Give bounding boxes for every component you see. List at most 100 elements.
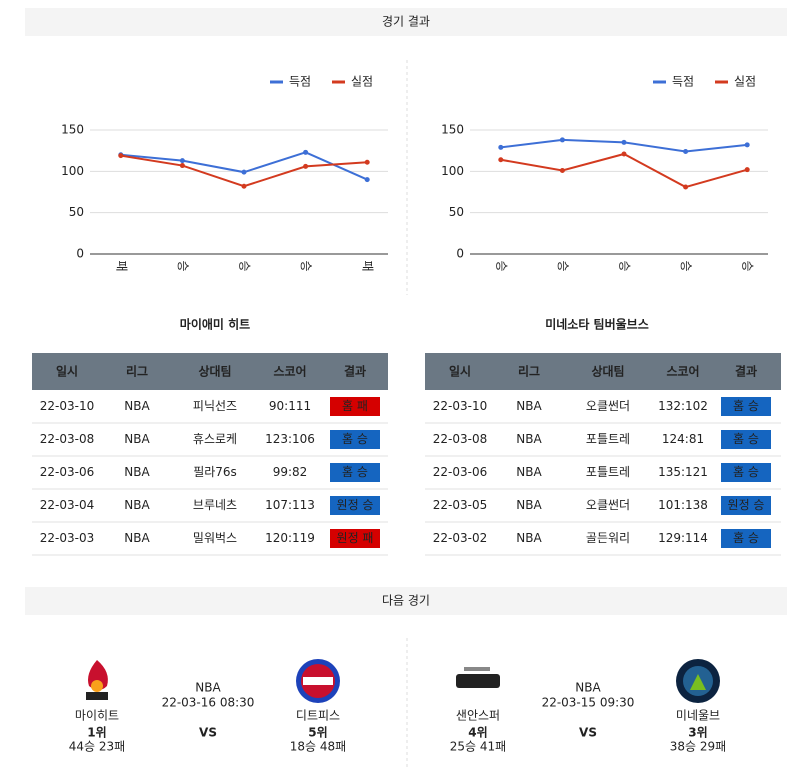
cell: NBA: [124, 498, 150, 512]
table-header: [425, 353, 781, 390]
cell: 22-03-03: [40, 531, 94, 545]
x-tick-label: 패: [361, 260, 375, 271]
x-tick-label: 승: [299, 260, 313, 271]
cell: 22-03-04: [40, 498, 94, 512]
result-text: 홈 승: [342, 432, 368, 446]
cell: 135:121: [658, 465, 708, 479]
header-cell: 결과: [735, 364, 757, 379]
cell: 브루네츠: [193, 498, 237, 512]
data-point: [179, 158, 185, 164]
header-cell: 스코어: [666, 364, 699, 379]
header-cell: 스코어: [273, 364, 306, 379]
team-short-name: 미네울브: [676, 709, 720, 723]
result-badge: [330, 463, 380, 482]
result-badge: [330, 397, 380, 416]
team-record: 44승 23패: [69, 740, 125, 754]
cell: 22-03-10: [40, 399, 94, 413]
result-text: 원정 패: [337, 531, 374, 545]
team-logo: [296, 659, 340, 703]
result-text: 홈 승: [733, 465, 759, 479]
y-tick-label: 100: [441, 164, 464, 178]
league: NBA: [575, 681, 601, 695]
cell: 22-03-10: [433, 399, 487, 413]
data-point: [559, 168, 565, 174]
x-tick-label: 패: [114, 260, 128, 271]
result-badge: [330, 496, 380, 515]
cell: 피닉선즈: [193, 399, 237, 413]
x-tick-label: 승: [238, 260, 252, 271]
result-text: 홈 승: [733, 432, 759, 446]
data-point: [498, 144, 504, 150]
result-badge: [721, 397, 771, 416]
team-record: 25승 41패: [450, 740, 506, 754]
team-short-name: 샌안스퍼: [456, 709, 500, 723]
cell: 107:113: [265, 498, 315, 512]
x-tick-label: 승: [556, 260, 570, 271]
header-cell: 결과: [344, 364, 366, 379]
team-rank: 5위: [308, 726, 327, 740]
x-tick-label: 승: [618, 260, 632, 271]
cell: 포틀트레: [586, 465, 630, 479]
team-rank: 4위: [468, 726, 487, 740]
team-logo: [86, 660, 108, 700]
cell: 124:81: [662, 432, 704, 446]
data-point: [744, 142, 750, 148]
section-title: 다음 경기: [382, 594, 430, 608]
x-tick-label: 승: [679, 260, 693, 271]
header-cell: 리그: [126, 364, 148, 379]
result-badge: [721, 430, 771, 449]
team-name: 마이애미 히트: [180, 317, 250, 332]
team-record: 38승 29패: [670, 740, 726, 754]
result-text: 원정 승: [728, 498, 765, 512]
datetime: 22-03-15 09:30: [542, 696, 635, 710]
cell: 오클썬더: [586, 399, 630, 413]
legend-label: 실점: [734, 75, 756, 89]
legend-label: 득점: [672, 75, 694, 89]
cell: 90:111: [269, 399, 311, 413]
team-rank: 1위: [87, 726, 106, 740]
cell: 129:114: [658, 531, 708, 545]
data-point: [303, 149, 309, 155]
cell: NBA: [124, 465, 150, 479]
cell: 22-03-08: [433, 432, 487, 446]
y-tick-label: 50: [69, 205, 84, 219]
x-tick-label: 승: [494, 260, 508, 271]
data-point: [559, 137, 565, 143]
header-cell: 일시: [449, 365, 471, 379]
result-text: 홈 승: [733, 531, 759, 545]
result-badge: [721, 496, 771, 515]
data-point: [683, 184, 689, 190]
y-tick-label: 0: [76, 247, 84, 261]
team-logo: [676, 659, 720, 703]
cell: 22-03-02: [433, 531, 487, 545]
data-point: [621, 151, 627, 157]
vs: VS: [199, 726, 217, 740]
data-point: [744, 167, 750, 173]
result-text: 홈 패: [342, 399, 368, 413]
team-logo: [456, 667, 500, 688]
cell: 필라76s: [193, 465, 237, 479]
data-point: [179, 163, 185, 169]
cell: NBA: [516, 432, 542, 446]
header-cell: 상대팀: [198, 364, 231, 379]
data-point: [241, 169, 247, 175]
cell: NBA: [124, 399, 150, 413]
data-point: [364, 177, 370, 183]
team-rank: 3위: [688, 726, 707, 740]
league: NBA: [195, 681, 221, 695]
result-badge: [721, 463, 771, 482]
y-tick-label: 0: [456, 247, 464, 261]
team-name: 미네소타 팀버울브스: [545, 317, 649, 332]
cell: 101:138: [658, 498, 708, 512]
cell: 99:82: [273, 465, 308, 479]
cell: NBA: [516, 531, 542, 545]
cell: 22-03-08: [40, 432, 94, 446]
section-header: [25, 587, 787, 615]
result-text: 홈 승: [342, 465, 368, 479]
y-tick-label: 150: [61, 123, 84, 137]
team-short-name: 마이히트: [75, 709, 119, 723]
cell: 22-03-06: [40, 465, 94, 479]
result-text: 원정 승: [337, 498, 374, 512]
y-tick-label: 50: [449, 205, 464, 219]
cell: 휴스로케: [193, 432, 237, 446]
